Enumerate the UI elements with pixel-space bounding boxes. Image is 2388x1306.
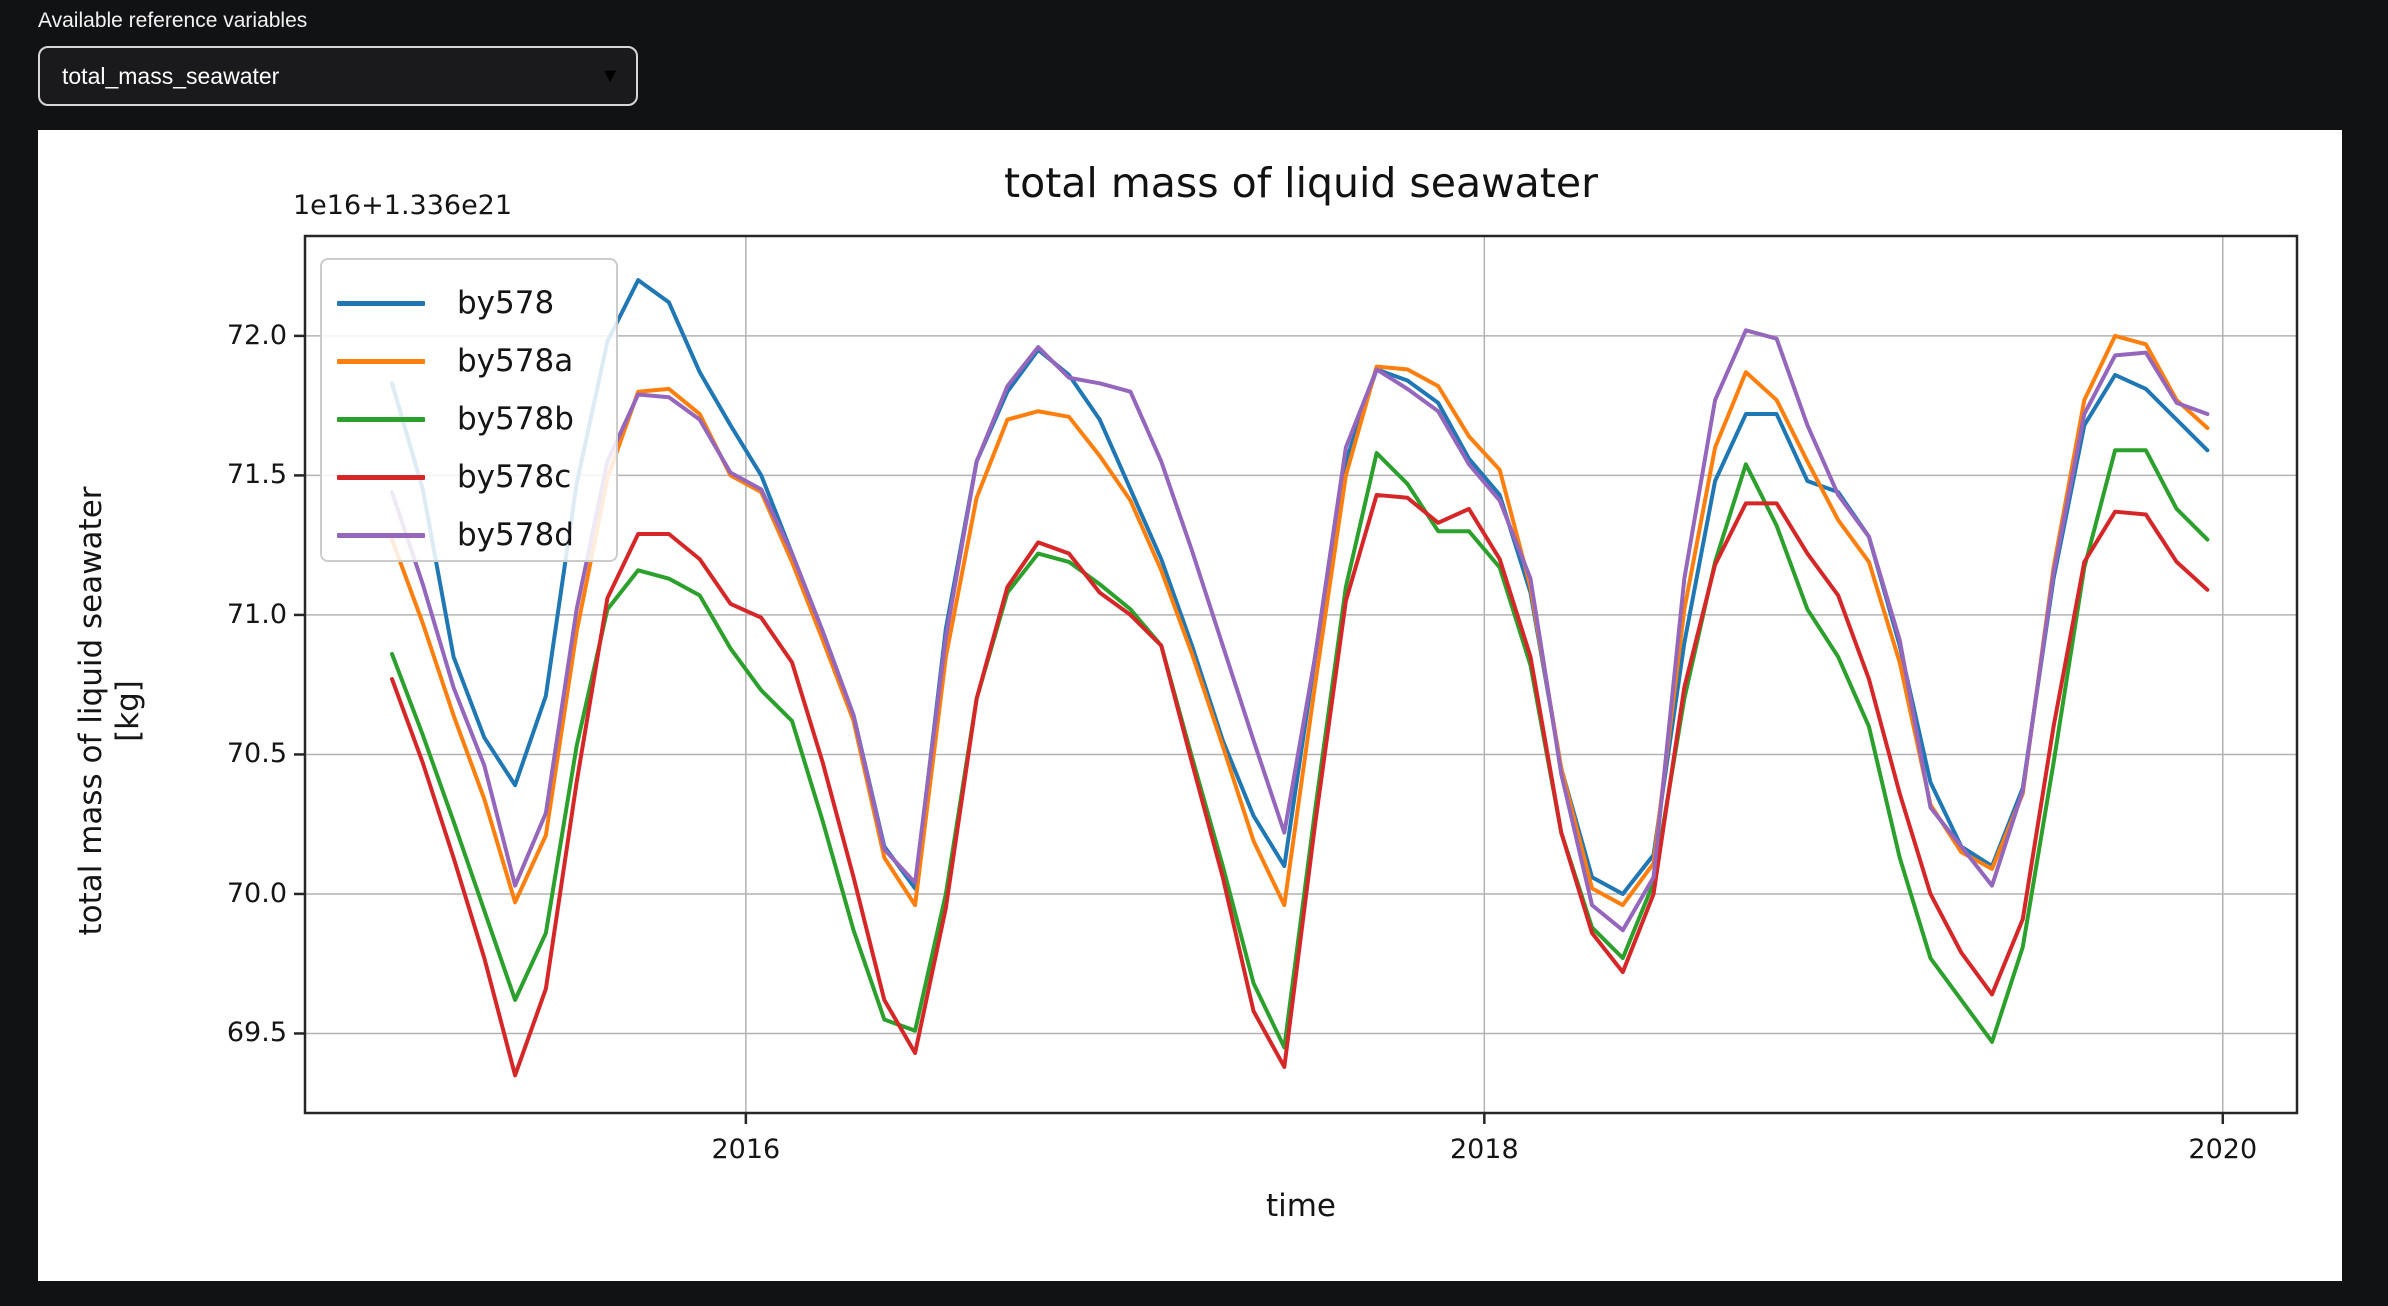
legend-swatch <box>337 358 425 364</box>
legend-label: by578d <box>457 517 574 553</box>
legend-item: by578d <box>322 506 616 564</box>
legend-label: by578a <box>457 343 574 379</box>
y-axis-label-line1: total mass of liquid seawater <box>73 486 109 936</box>
legend-swatch <box>337 300 425 306</box>
series-line-by578d <box>390 328 2210 933</box>
legend-item: by578b <box>322 390 616 448</box>
legend-item: by578 <box>322 274 616 332</box>
legend-item: by578c <box>322 448 616 506</box>
y-tick-label: 72.0 <box>226 319 287 351</box>
axes-spines <box>303 234 2299 1115</box>
axis-offset-text: 1e16+1.336e21 <box>293 190 513 221</box>
y-axis-label: total mass of liquid seawater [kg] <box>73 261 147 1161</box>
legend-swatch <box>337 532 425 538</box>
legend-label: by578 <box>457 285 555 321</box>
series-line-by578a <box>390 333 2210 908</box>
figure: total mass of liquid seawater 1e16+1.336… <box>38 130 2342 1281</box>
reference-variables-label: Available reference variables <box>38 9 308 32</box>
plot-svg <box>294 234 2299 1124</box>
chart-title: total mass of liquid seawater <box>1004 159 1598 207</box>
legend-swatch <box>337 416 425 422</box>
x-axis-label: time <box>1265 1188 1337 1224</box>
reference-variable-select[interactable]: total_mass_seawater ▼ <box>38 46 638 106</box>
legend-item: by578a <box>322 332 616 390</box>
series-line-by578c <box>390 492 2210 1078</box>
y-tick-label: 71.5 <box>226 459 287 491</box>
series-line-by578b <box>390 448 2210 1050</box>
y-tick-label: 70.0 <box>226 877 287 909</box>
legend-label: by578c <box>457 459 572 495</box>
x-tick-label: 2018 <box>1449 1134 1519 1165</box>
y-tick-label: 70.5 <box>226 738 287 770</box>
legend-label: by578b <box>457 401 574 437</box>
x-tick-label: 2016 <box>711 1134 781 1165</box>
legend: by578 by578a by578b by578c by578d <box>320 258 618 562</box>
selected-variable-value: total_mass_seawater <box>62 62 280 89</box>
chevron-down-icon: ▼ <box>600 65 620 87</box>
x-tick-label: 2020 <box>2188 1134 2258 1165</box>
y-tick-label: 69.5 <box>226 1017 287 1049</box>
legend-swatch <box>337 474 425 480</box>
y-axis-label-line2: [kg] <box>110 680 146 742</box>
y-tick-label: 71.0 <box>226 598 287 630</box>
